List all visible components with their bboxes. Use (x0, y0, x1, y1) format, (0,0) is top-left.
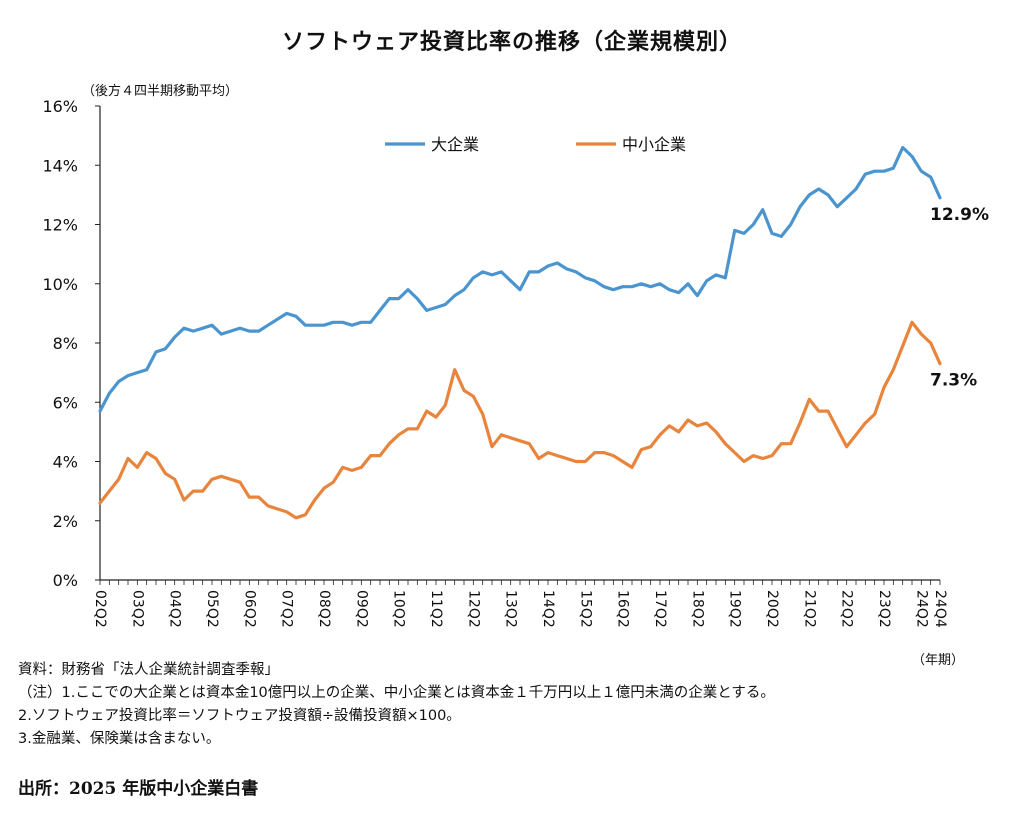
notes-exclusion: 3.金融業、保険業は含まない。 (18, 731, 221, 747)
legend-label: 大企業 (431, 135, 479, 154)
y-axis-label: （後方４四半期移動平均） (82, 83, 238, 99)
x-tick-label: 02Q2 (92, 590, 108, 628)
x-tick-label: 24Q2 (913, 590, 929, 628)
line-chart: （後方４四半期移動平均） （年期） 0% 2% 4% 6% 8% 10% 12% 14% 16%… (42, 83, 989, 668)
notes-ratio-formula: 2.ソフトウェア投資比率＝ソフトウェア投資額÷設備投資額×100。 (18, 708, 461, 724)
y-tick-label: 6% (53, 393, 78, 412)
y-tick-label: 0% (53, 571, 78, 590)
y-axis: 0% 2% 4% 6% 8% 10% 12% 14% 16% (42, 97, 101, 590)
series-line-small (98, 320, 942, 520)
x-tick-label: 24Q4 (932, 590, 948, 628)
x-axis-label: （年期） (912, 653, 964, 668)
series-group: 12.9% 7.3% (98, 145, 989, 520)
x-tick-label: 10Q2 (391, 590, 407, 628)
source-citation: 出所：2025 年版中小企業白書 (18, 779, 259, 799)
x-tick-label: 03Q2 (129, 590, 145, 628)
x-tick-label: 18Q2 (689, 590, 705, 628)
end-value-label: 12.9% (930, 205, 989, 225)
x-tick-label: 22Q2 (839, 590, 855, 628)
y-tick-label: 14% (42, 156, 78, 175)
x-tick-label: 23Q2 (876, 590, 892, 628)
y-tick-label: 10% (42, 275, 78, 294)
x-tick-label: 08Q2 (316, 590, 332, 628)
y-tick-label: 16% (42, 97, 78, 116)
x-tick-label: 19Q2 (727, 590, 743, 628)
x-tick-label: 17Q2 (652, 590, 668, 628)
y-tick-label: 2% (53, 512, 78, 531)
x-tick-label: 05Q2 (204, 590, 220, 628)
y-tick-label: 4% (53, 453, 78, 472)
x-tick-label: 21Q2 (801, 590, 817, 628)
x-tick-label: 13Q2 (503, 590, 519, 628)
x-tick-label: 09Q2 (353, 590, 369, 628)
legend: 大企業 中小企業 (385, 135, 686, 154)
series-line-large (98, 145, 942, 413)
x-tick-label: 16Q2 (615, 590, 631, 628)
x-axis: 02Q2 03Q2 04Q2 05Q2 06Q2 07Q2 08Q2 09Q2 10Q2 11Q2… (92, 579, 948, 628)
x-tick-label: 06Q2 (241, 590, 257, 628)
x-tick-label: 11Q2 (428, 590, 444, 628)
x-tick-label: 12Q2 (465, 590, 481, 628)
chart-title: ソフトウェア投資比率の推移（企業規模別） (281, 29, 742, 55)
x-tick-label: 04Q2 (167, 590, 183, 628)
end-value-label: 7.3% (930, 371, 977, 391)
y-tick-label: 8% (53, 334, 78, 353)
notes-definition: （注）1.ここでの大企業とは資本金10億円以上の企業、中小企業とは資本金１千万円… (18, 685, 775, 701)
notes-source: 資料：財務省「法人企業統計調査季報」 (18, 662, 279, 678)
x-tick-label: 07Q2 (279, 590, 295, 628)
legend-label: 中小企業 (622, 135, 686, 154)
x-tick-label: 14Q2 (540, 590, 556, 628)
y-tick-label: 12% (42, 216, 78, 235)
x-tick-label: 20Q2 (764, 590, 780, 628)
x-tick-label: 15Q2 (577, 590, 593, 628)
